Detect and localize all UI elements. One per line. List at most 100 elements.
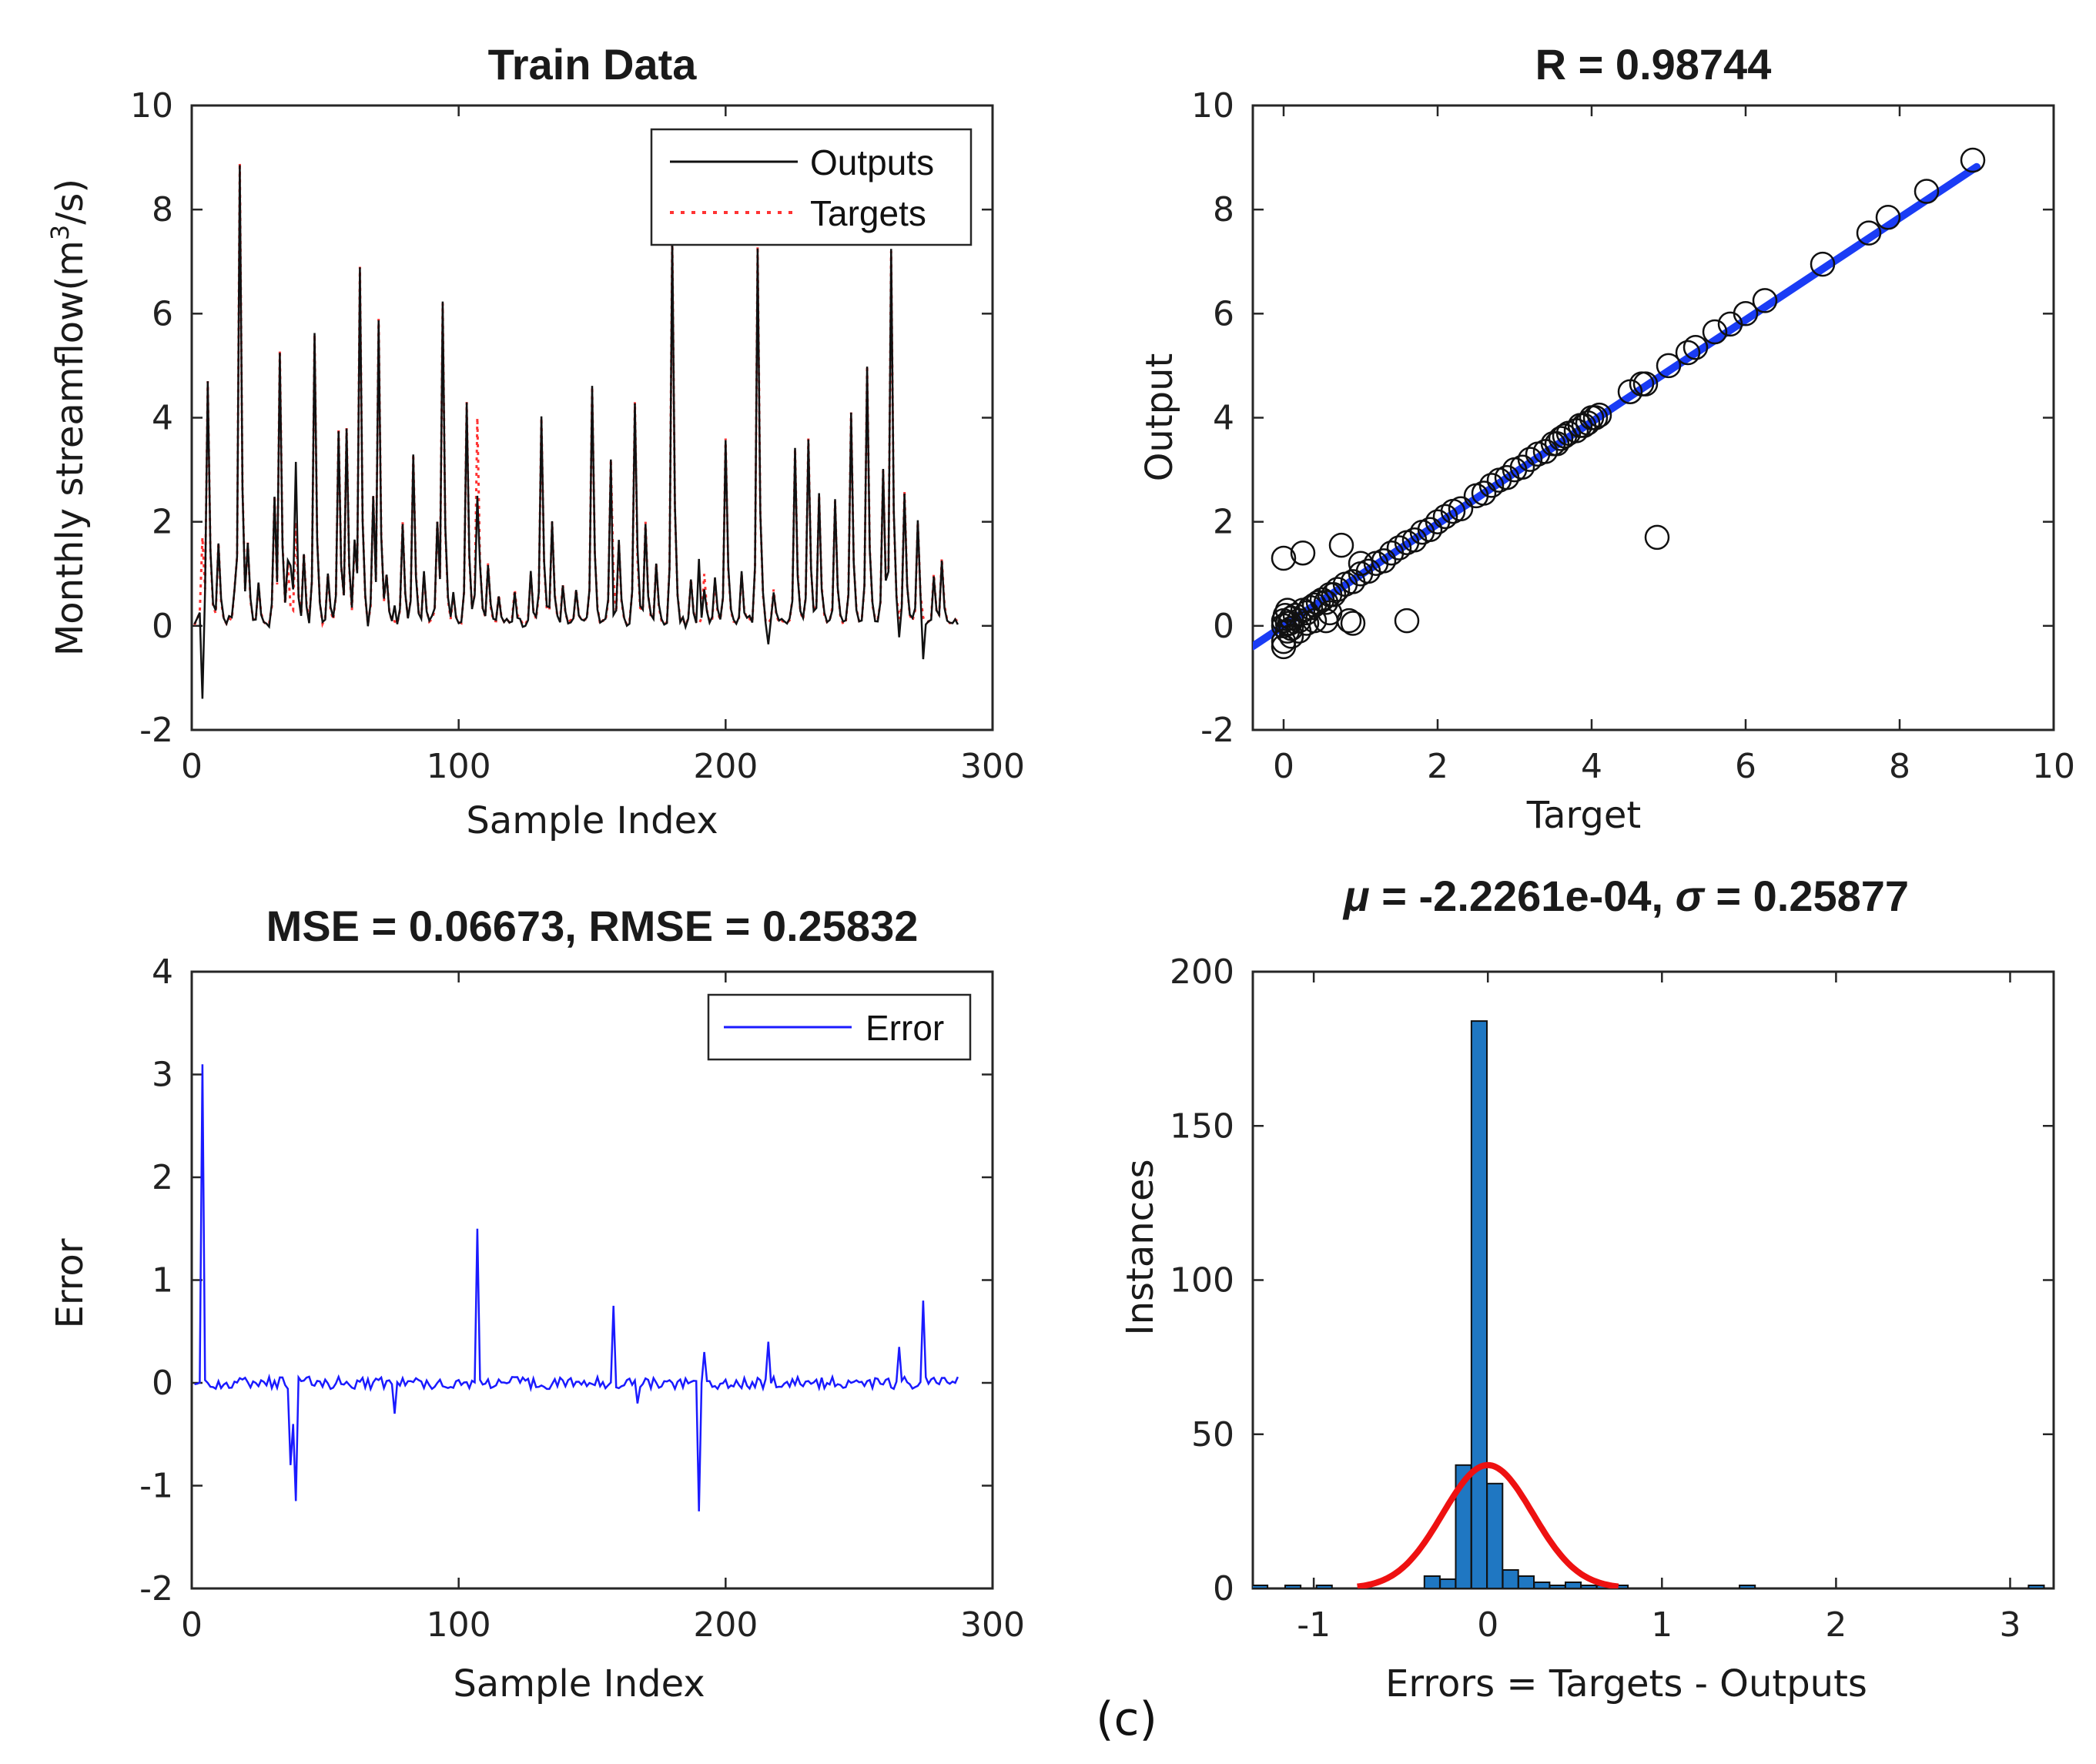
error-axes-box [190,970,994,1590]
histogram-bar [2027,1585,2045,1588]
histogram-bar [1517,1575,1535,1588]
regression-point [1394,608,1420,634]
err-ytick-label: 2 [152,1158,173,1197]
hist-xtick-label: 2 [1825,1605,1847,1645]
reg-ytick-label: 6 [1213,294,1234,333]
train-xtick-label: 300 [960,747,1025,786]
regression-points [1271,147,1986,660]
histogram-x-ticks: -1 0 1 2 3 [1297,972,2021,1645]
train-xtick-label: 200 [693,747,758,786]
err-xtick-label: 0 [181,1605,203,1645]
err-xtick-label: 300 [960,1605,1025,1645]
reg-ytick-label: 8 [1213,190,1234,229]
regression-point [1582,405,1609,430]
error-title: MSE = 0.06673, RMSE = 0.25832 [266,902,919,950]
regression-point [1702,319,1728,345]
regression-y-ticks: -2 0 2 4 6 8 10 [1191,86,2054,750]
regression-point [1960,147,1986,173]
regression-point [1448,496,1474,522]
train-ytick-label: -2 [139,711,173,750]
train-xtick-label: 0 [181,747,203,786]
regression-point [1274,611,1301,636]
error-ylabel: Error [49,1238,92,1328]
regression-point [1417,517,1443,543]
regression-point [1856,220,1882,246]
hist-xtick-label: 0 [1477,1605,1498,1645]
regression-point [1632,371,1659,397]
regression-point [1317,600,1343,626]
reg-ytick-label: 2 [1213,503,1234,542]
train-ytick-label: 4 [152,399,173,438]
histogram-title-part: σ [1676,872,1706,920]
err-xtick-label: 200 [693,1605,758,1645]
histogram-bar [1533,1582,1551,1588]
regression-point [1914,179,1940,204]
histogram-title-part: μ [1342,872,1370,920]
regression-point [1294,611,1320,636]
train-ytick-label: 2 [152,503,173,542]
regression-point [1271,545,1297,571]
train-ytick-label: 6 [152,294,173,333]
error-xlabel: Sample Index [453,1662,705,1705]
histogram-bars [1253,1020,2045,1588]
histogram-title: μ = -2.2261e-04, σ = 0.25877 [1342,872,1909,920]
regression-point [1324,577,1351,602]
regression-xlabel: Target [1526,794,1642,837]
train-legend: Outputs Targets [650,128,973,246]
err-ytick-label: -1 [139,1467,173,1506]
regression-point [1548,426,1574,451]
regression-point [1675,340,1701,366]
hist-ytick-label: 150 [1170,1106,1234,1146]
reg-ytick-label: 0 [1213,607,1234,646]
regression-point [1278,624,1304,649]
train-legend-outputs-label: Outputs [810,142,934,182]
error-legend: Error [707,993,972,1061]
histogram-title-part: = -2.2261e-04, [1370,872,1676,920]
histogram-xlabel: Errors = Targets - Outputs [1385,1662,1867,1705]
reg-xtick-label: 0 [1273,747,1294,786]
reg-xtick-label: 10 [2032,747,2075,786]
histogram-axes-box [1251,970,2055,1590]
train-ylabel-main: Monthly streamflow(m [49,240,92,656]
train-legend-box [650,128,973,246]
regression-point [1478,473,1505,498]
regression-point [1386,535,1412,561]
train-xtick-label: 100 [427,747,491,786]
error-legend-label: Error [866,1008,944,1048]
regression-point [1586,402,1612,428]
train-ytick-label: 0 [152,607,173,646]
train-y-ticks: -2 0 2 4 6 8 10 [130,86,993,750]
histogram-bar [1565,1582,1582,1588]
histogram-ylabel: Instances [1119,1159,1162,1335]
err-xtick-label: 100 [427,1605,491,1645]
train-ytick-label: 10 [130,86,173,126]
reg-xtick-label: 6 [1735,747,1756,786]
regression-point [1682,335,1709,360]
error-y-ticks: -2 -1 0 1 2 3 4 [139,952,993,1608]
histogram-bar [1284,1585,1302,1588]
histogram-bar [1470,1020,1488,1588]
train-legend-targets-label: Targets [810,193,926,233]
histogram-bar [1253,1585,1269,1588]
regression-point [1290,540,1316,566]
histogram-bar [1580,1585,1598,1588]
regression-point [1644,524,1670,551]
reg-ytick-label: -2 [1200,711,1234,750]
err-ytick-label: 0 [152,1364,173,1403]
histogram-bar [1439,1578,1457,1588]
error-panel: MSE = 0.06673, RMSE = 0.25832 -2-101234 … [49,902,1025,1705]
regression-point [1656,353,1682,379]
regression-x-ticks: 0 2 4 6 8 10 [1273,105,2075,786]
error-line [194,1064,959,1511]
reg-ytick-label: 10 [1191,86,1234,126]
histogram-panel: μ = -2.2261e-04, σ = 0.25877 05010015020… [1119,872,2055,1705]
histogram-fit-curve [1357,1461,1619,1588]
train-xlabel: Sample Index [466,799,718,842]
regression-panel: R = 0.98744 -2 0 2 4 6 8 10 0 2 4 6 8 10 Target Out… [1138,40,2075,837]
regression-point [1752,288,1778,313]
regression-point [1471,480,1497,506]
train-x-ticks: 0 100 200 300 [181,105,1025,786]
train-ylabel-sup: 3 [45,225,75,240]
